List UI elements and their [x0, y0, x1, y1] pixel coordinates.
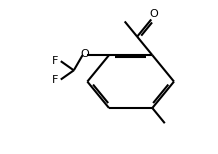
- Text: O: O: [80, 49, 89, 59]
- Text: F: F: [52, 75, 59, 85]
- Text: O: O: [150, 9, 158, 19]
- Text: F: F: [52, 56, 59, 66]
